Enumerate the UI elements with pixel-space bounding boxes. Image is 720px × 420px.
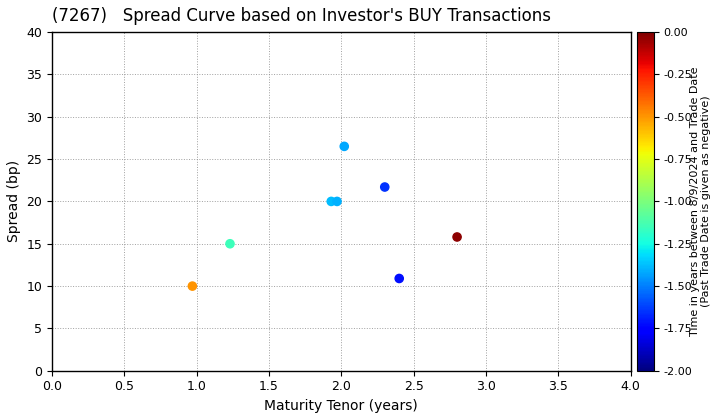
Point <box>186 283 198 289</box>
Point <box>379 184 390 190</box>
Y-axis label: Time in years between 8/9/2024 and Trade Date
(Past Trade Date is given as negat: Time in years between 8/9/2024 and Trade… <box>690 67 711 336</box>
Text: (7267)   Spread Curve based on Investor's BUY Transactions: (7267) Spread Curve based on Investor's … <box>52 7 551 25</box>
Point <box>451 234 463 240</box>
X-axis label: Maturity Tenor (years): Maturity Tenor (years) <box>264 399 418 413</box>
Point <box>331 198 343 205</box>
Point <box>325 198 337 205</box>
Y-axis label: Spread (bp): Spread (bp) <box>7 160 21 242</box>
Point <box>224 240 235 247</box>
Point <box>393 275 405 282</box>
Point <box>338 143 350 150</box>
